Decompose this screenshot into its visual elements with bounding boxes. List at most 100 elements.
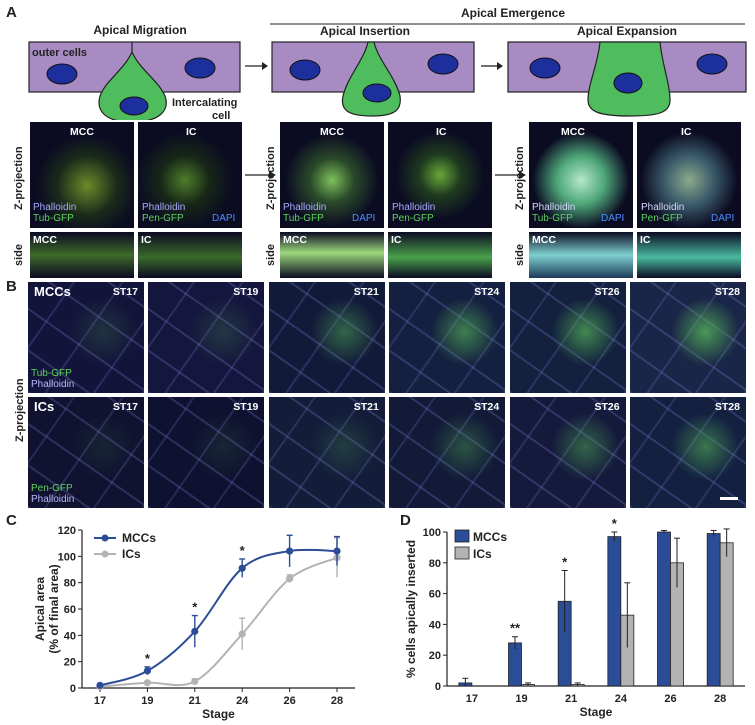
x-axis-label: Stage <box>580 705 613 719</box>
legend-pen-gfp: Pen-GFP <box>31 483 73 495</box>
x-tick-label: 28 <box>331 695 343 707</box>
x-tick-label: 24 <box>615 693 628 705</box>
legend-swatch <box>454 546 470 560</box>
panel-letter-d: D <box>400 512 411 529</box>
y-tick-label: 40 <box>429 619 441 631</box>
bar-ics <box>719 542 734 687</box>
stage-label: ST24 <box>474 286 500 298</box>
legend-pen-gfp: Pen-GFP <box>392 213 434 224</box>
nucleus <box>46 63 78 85</box>
stage-label: ST28 <box>714 401 740 414</box>
x-tick-label: 26 <box>283 695 295 707</box>
outer-cells-label: outer cells <box>32 47 87 59</box>
panel-letter-c: C <box>6 512 17 529</box>
y-tick-label: 0 <box>70 683 76 695</box>
micrograph-label: MCC <box>320 126 344 138</box>
ic-micrograph-st24: ST24 <box>389 397 506 509</box>
legend-phalloidin: Phalloidin <box>33 202 77 213</box>
mcc-micrograph-st28: ST28 <box>630 282 746 393</box>
nucleus <box>119 96 149 116</box>
schematic-stage-expansion <box>507 41 747 117</box>
sideview-label: MCC <box>33 234 57 246</box>
data-point-ics <box>143 679 151 687</box>
side-label-a1: side <box>13 243 25 266</box>
y-tick-label: 40 <box>64 630 76 642</box>
intercalating-line1: Intercalating <box>172 97 237 109</box>
legend-dapi: DAPI <box>711 213 735 224</box>
x-tick-label: 21 <box>565 693 577 705</box>
ic-micrograph-st19: ST19 <box>148 397 265 509</box>
significance-marker: * <box>240 543 246 558</box>
significance-marker: * <box>145 651 151 666</box>
stage-label: ST17 <box>112 401 138 414</box>
schematic-stage-insertion <box>271 41 475 117</box>
legend-label: ICs <box>122 547 141 561</box>
arrow-1-head <box>262 62 268 70</box>
y-tick-label: 20 <box>64 657 76 669</box>
y-tick-label: 20 <box>429 650 441 662</box>
stage-label: ST24 <box>474 401 500 414</box>
legend-phalloidin: Phalloidin <box>142 202 186 213</box>
x-tick-label: 26 <box>664 693 676 705</box>
y-tick-label: 80 <box>429 558 441 570</box>
micrograph-label: IC <box>681 126 692 138</box>
micrograph-mcc-insertion: MCC Phalloidin Tub-GFP DAPI <box>280 122 384 228</box>
legend-tub-gfp: Tub-GFP <box>31 368 72 379</box>
sideview-mcc-expansion: MCC <box>529 232 633 278</box>
legend-pen-gfp: Pen-GFP <box>641 213 683 224</box>
y-tick-label: 100 <box>58 551 76 563</box>
x-axis-label: Stage <box>202 707 235 721</box>
x-tick-label: 24 <box>236 695 249 707</box>
legend-swatch <box>454 529 470 543</box>
series-line-mccs <box>99 548 338 687</box>
nucleus <box>696 53 728 75</box>
series-line-ics <box>99 556 338 688</box>
side-label-a2: side <box>265 243 277 266</box>
legend-phalloidin: Phalloidin <box>31 379 75 390</box>
x-tick-label: 19 <box>515 693 527 705</box>
panel-b-grid: ST17 MCCs Tub-GFP Phalloidin ST19 ST21 ST24 ST2… <box>28 282 746 509</box>
apical-expansion-title: Apical Expansion <box>577 24 677 38</box>
stage-label: ST26 <box>594 401 620 414</box>
significance-marker: ** <box>510 621 521 636</box>
y-tick-label: 120 <box>58 525 76 537</box>
y-tick-label: 100 <box>423 527 441 539</box>
arrow-2-head <box>497 62 503 70</box>
legend-tub-gfp: Tub-GFP <box>532 213 573 224</box>
stage-label: ST26 <box>594 286 620 298</box>
legend-label: MCCs <box>473 530 507 544</box>
stage-label: ST19 <box>233 286 259 298</box>
zproj-label-a1: Z-projection <box>13 146 25 210</box>
micrograph-label: MCC <box>70 126 94 138</box>
legend-label: MCCs <box>122 531 156 545</box>
legend-phalloidin: Phalloidin <box>283 202 327 213</box>
micrograph-ic-migration: IC Phalloidin Pen-GFP DAPI <box>138 122 242 228</box>
data-point-mccs <box>333 547 341 555</box>
chart-apical-area: 0 20 40 60 80 100 120 17 19 21 24 26 28 Stage Apical a… <box>33 525 355 721</box>
data-point-mccs <box>191 627 199 635</box>
y-tick-label: 80 <box>64 578 76 590</box>
significance-marker: * <box>192 600 198 615</box>
sideview-ic-expansion: IC <box>637 232 741 278</box>
nucleus <box>362 83 392 103</box>
arrow-a-1 <box>245 171 276 179</box>
sideview-ic-insertion: IC <box>388 232 492 278</box>
nucleus <box>613 72 643 94</box>
arrow-a-2 <box>495 171 526 179</box>
legend-dapi: DAPI <box>212 213 236 224</box>
micrograph-mcc-migration: MCC Phalloidin Tub-GFP <box>30 122 134 228</box>
ics-row-label: ICs <box>34 399 55 415</box>
intercalating-cell-shape <box>98 50 167 120</box>
y-tick-label: 0 <box>435 681 441 693</box>
x-tick-label: 17 <box>466 693 478 705</box>
micrograph-label: MCC <box>561 126 585 138</box>
zproj-label-b: Z-projection <box>14 378 26 442</box>
bar-mccs <box>607 536 622 687</box>
apical-migration-title: Apical Migration <box>93 23 186 37</box>
legend-phalloidin: Phalloidin <box>532 202 576 213</box>
legend-label: ICs <box>473 547 492 561</box>
nucleus <box>289 59 321 81</box>
data-point-mccs <box>96 681 104 689</box>
side-label-a3: side <box>514 243 526 266</box>
legend-phalloidin: Phalloidin <box>31 494 75 506</box>
